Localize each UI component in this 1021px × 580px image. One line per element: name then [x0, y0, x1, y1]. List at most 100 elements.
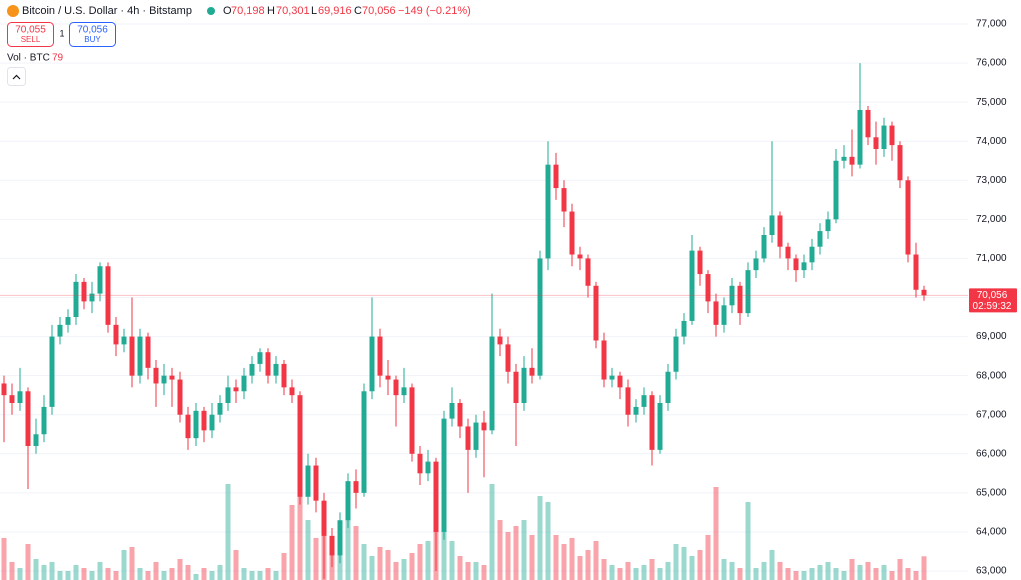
candle-body — [601, 340, 607, 380]
candle-body — [905, 180, 911, 255]
last-price-box — [969, 288, 1017, 313]
volume-bar — [217, 564, 223, 580]
sell-button[interactable]: 70,055 SELL — [7, 22, 54, 47]
volume-bar — [585, 549, 591, 580]
collapse-box[interactable] — [7, 67, 26, 86]
volume-bar — [73, 564, 79, 580]
volume-bar — [817, 564, 823, 580]
volume-bar — [793, 570, 799, 580]
volume-bar — [113, 570, 119, 580]
candle-body — [201, 410, 207, 431]
candle-body — [257, 352, 263, 364]
candle-body — [281, 363, 287, 388]
sell-label[interactable]: SELL — [21, 35, 41, 44]
candle-body — [865, 109, 871, 138]
volume-bar — [529, 534, 535, 580]
volume-bar — [873, 567, 879, 580]
candle-body — [849, 156, 855, 165]
candle-body — [897, 145, 903, 181]
candle-body — [49, 336, 55, 407]
candle-body — [433, 461, 439, 532]
candle-body — [753, 258, 759, 271]
candle-body — [65, 317, 71, 325]
volume-bar — [9, 561, 15, 580]
candle-body — [409, 387, 415, 454]
candle-body — [505, 344, 511, 372]
volume-bar — [665, 561, 671, 580]
candle-body — [769, 215, 775, 235]
sell-price[interactable]: 70,055 — [15, 25, 46, 36]
volume-label: Vol · BTC — [7, 53, 50, 64]
buy-button[interactable]: 70,056 BUY — [69, 22, 116, 47]
volume-bar — [625, 561, 631, 580]
candle-body — [561, 188, 567, 212]
volume-bar — [185, 564, 191, 580]
price-change: −149 (−0.21%) — [398, 5, 471, 17]
volume-bar — [385, 549, 391, 580]
candle-body — [57, 324, 63, 337]
volume-bar — [905, 567, 911, 580]
sell-box[interactable] — [7, 22, 54, 47]
volume-bar — [721, 558, 727, 580]
candle-body — [193, 410, 199, 439]
volume-bar — [505, 531, 511, 580]
buy-price[interactable]: 70,056 — [77, 25, 108, 36]
y-tick-label: 64,000 — [976, 527, 1007, 538]
candle-body — [17, 391, 23, 403]
collapse-button[interactable] — [7, 67, 26, 86]
volume-bar — [649, 558, 655, 580]
volume-bar — [729, 561, 735, 580]
candle-body — [745, 270, 751, 314]
candle-body — [721, 305, 727, 325]
volume-bar — [425, 540, 431, 580]
candle-body — [129, 336, 135, 376]
candle-body — [889, 125, 895, 146]
volume-bar — [561, 543, 567, 580]
y-tick-label: 63,000 — [976, 566, 1007, 577]
volume-bar — [161, 570, 167, 580]
volume-bar — [401, 558, 407, 580]
candle-body — [825, 219, 831, 232]
buy-box[interactable] — [69, 22, 116, 47]
ohlc-value: 69,916 — [318, 5, 352, 17]
volume-bar — [153, 561, 159, 580]
volume-bar — [17, 567, 23, 580]
volume-bar — [233, 549, 239, 580]
candle-body — [481, 422, 487, 431]
candle-body — [633, 406, 639, 415]
volume-bar — [193, 573, 199, 580]
candle-body — [673, 336, 679, 372]
candle-body — [25, 391, 31, 446]
volume-bar — [553, 534, 559, 580]
candle-body — [305, 465, 311, 497]
candle-body — [537, 258, 543, 376]
candle-body — [377, 336, 383, 376]
volume-bar — [201, 567, 207, 580]
volume-bar — [361, 543, 367, 580]
candle-body — [313, 465, 319, 501]
collapse-icon[interactable] — [12, 74, 21, 80]
candle-body — [457, 402, 463, 427]
candle-body — [617, 375, 623, 388]
candle-body — [705, 274, 711, 302]
volume-bar — [393, 561, 399, 580]
volume-bar — [753, 567, 759, 580]
market-status-dot — [207, 7, 215, 15]
ohlc-label: O — [223, 5, 232, 17]
volume-bar — [921, 556, 927, 580]
volume-bar — [33, 558, 39, 580]
volume-bar — [409, 552, 415, 580]
buy-label[interactable]: BUY — [84, 35, 101, 44]
candle-body — [489, 336, 495, 431]
candle-body — [665, 371, 671, 403]
candle-body — [585, 258, 591, 286]
volume-bar — [809, 567, 815, 580]
candle-body — [529, 367, 535, 376]
volume-bar — [785, 567, 791, 580]
candle-body — [41, 406, 47, 435]
candle-body — [513, 371, 519, 403]
candle-body — [161, 375, 167, 384]
volume-bar — [129, 546, 135, 580]
volume-bar — [273, 570, 279, 580]
volume-bar — [265, 567, 271, 580]
